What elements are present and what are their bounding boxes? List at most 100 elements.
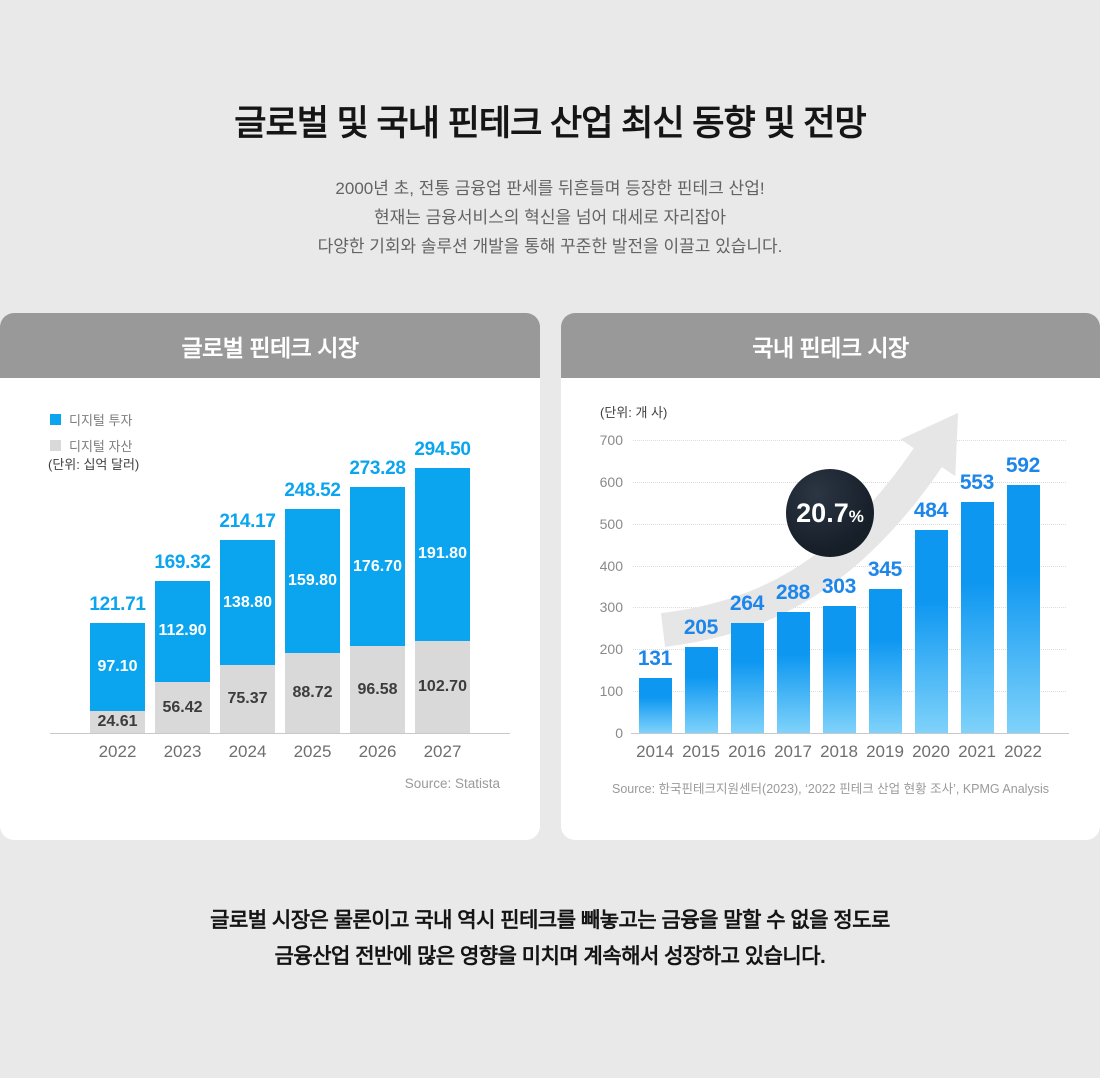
- global-card-title: 글로벌 핀테크 시장: [181, 334, 359, 361]
- y-tick-label-100: 100: [599, 683, 623, 700]
- investment-value-label: 191.80: [418, 545, 467, 563]
- global-year-label: 2027: [423, 742, 462, 761]
- global-card-header: 글로벌 핀테크 시장: [0, 313, 540, 378]
- global-legend: 디지털 투자 디지털 자산: [50, 410, 132, 462]
- investment-value-label: 97.10: [97, 658, 138, 676]
- global-total-label: 121.71: [89, 594, 146, 616]
- subtitle-line-3: 다양한 기회와 솔루션 개발을 통해 꾸준한 발전을 이끌고 있습니다.: [317, 237, 783, 256]
- global-year-label: 2024: [228, 742, 267, 761]
- global-year-label: 2026: [358, 742, 397, 761]
- global-total-label: 273.28: [349, 458, 406, 480]
- domestic-card-header: 국내 핀테크 시장: [561, 313, 1100, 378]
- global-total-label: 214.17: [219, 511, 276, 533]
- legend-swatch-investment: [50, 414, 61, 425]
- domestic-year-label: 2014: [636, 742, 674, 761]
- footer-line-1: 글로벌 시장은 물론이고 국내 역시 핀테크를 빼놓고는 금융을 말할 수 없을…: [210, 909, 890, 932]
- domestic-value-label: 303: [821, 575, 857, 599]
- global-bar-asset-segment: 88.72: [285, 653, 340, 733]
- domestic-bar: [684, 647, 718, 733]
- asset-value-label: 96.58: [357, 680, 398, 698]
- global-bar-asset-segment: 75.37: [220, 665, 275, 733]
- domestic-year-label: 2021: [958, 742, 996, 761]
- global-bar-investment-segment: 138.80: [220, 540, 275, 666]
- domestic-card-title: 국내 핀테크 시장: [752, 334, 909, 361]
- y-tick-label-200: 200: [599, 641, 623, 658]
- global-year-label: 2022: [98, 742, 137, 761]
- legend-swatch-asset: [50, 440, 61, 451]
- subtitle-line-1: 2000년 초, 전통 금융업 판세를 뒤흔들며 등장한 핀테크 산업!: [335, 179, 765, 198]
- legend-label-asset: 디지털 자산: [69, 439, 133, 454]
- global-total-label: 294.50: [414, 438, 471, 460]
- domestic-bar: [730, 622, 764, 733]
- growth-rate-percent-sign: %: [848, 507, 864, 526]
- domestic-fintech-card: 국내 핀테크 시장 (단위: 개 사) 700 600 500 400 300 200 10…: [561, 313, 1100, 840]
- domestic-bar: [868, 588, 902, 733]
- investment-value-label: 138.80: [223, 593, 272, 611]
- y-tick-label-0: 0: [615, 725, 623, 741]
- domestic-source: Source: 한국핀테크지원센터(2023), ‘2022 핀테크 산업 현황…: [612, 782, 1049, 796]
- asset-value-label: 102.70: [418, 677, 467, 695]
- global-bar-investment-segment: 97.10: [90, 623, 145, 711]
- domestic-year-label: 2018: [820, 742, 858, 761]
- legend-label-investment: 디지털 투자: [69, 413, 133, 428]
- y-tick-label-300: 300: [599, 599, 623, 616]
- y-tick-label-500: 500: [599, 515, 623, 532]
- investment-value-label: 159.80: [288, 572, 337, 590]
- growth-rate-badge: 20.7%: [786, 469, 874, 557]
- global-bar-investment-segment: 159.80: [285, 509, 340, 654]
- domestic-bar: [1006, 485, 1040, 733]
- domestic-value-label: 131: [637, 647, 673, 671]
- domestic-year-label: 2022: [1004, 742, 1042, 761]
- growth-arrow-icon: [660, 412, 959, 647]
- asset-value-label: 56.42: [162, 698, 203, 716]
- legend-item-digital-asset: 디지털 자산: [50, 436, 132, 455]
- domestic-value-label: 553: [959, 470, 995, 494]
- footer-line-2: 금융산업 전반에 많은 영향을 미치며 계속해서 성장하고 있습니다.: [274, 945, 826, 968]
- domestic-year-label: 2015: [682, 742, 720, 761]
- global-bar-asset-segment: 56.42: [155, 682, 210, 733]
- domestic-year-label: 2016: [728, 742, 766, 761]
- domestic-value-label: 205: [683, 616, 719, 640]
- growth-rate-value: 20.7: [796, 498, 849, 528]
- asset-value-label: 24.61: [97, 712, 138, 730]
- domestic-bar: [638, 678, 672, 733]
- legend-item-digital-investment: 디지털 투자: [50, 410, 132, 429]
- domestic-year-label: 2020: [912, 742, 950, 761]
- domestic-chart-area: (단위: 개 사) 700 600 500 400 300 200 100 0 131 2014…: [561, 378, 1100, 840]
- global-total-label: 248.52: [284, 480, 341, 502]
- global-source: Source: Statista: [404, 776, 500, 791]
- asset-value-label: 88.72: [292, 684, 333, 702]
- y-tick-label-700: 700: [599, 432, 623, 448]
- gridline-700: [633, 440, 1066, 441]
- domestic-unit-label: (단위: 개 사): [600, 405, 668, 420]
- global-unit-label: (단위: 십억 달러): [48, 457, 140, 472]
- domestic-bar: [822, 606, 856, 733]
- global-x-axis-line: [50, 733, 510, 734]
- y-tick-label-400: 400: [599, 557, 623, 574]
- domestic-bar: [776, 612, 810, 733]
- subtitle-line-2: 현재는 금융서비스의 혁신을 넘어 대세로 자리잡아: [373, 208, 727, 227]
- y-tick-label-600: 600: [599, 473, 623, 490]
- global-bar-investment-segment: 112.90: [155, 580, 210, 683]
- global-bar-asset-segment: 102.70: [415, 640, 470, 733]
- page-title: 글로벌 및 국내 핀테크 산업 최신 동향 및 전망: [234, 104, 866, 143]
- global-bar-asset-segment: 24.61: [90, 710, 145, 733]
- domestic-value-label: 592: [1005, 454, 1041, 478]
- global-chart-area: 디지털 투자 디지털 자산 (단위: 십억 달러) 24.61 97.10 121.…: [0, 378, 540, 840]
- global-bar-investment-segment: 191.80: [415, 467, 470, 641]
- domestic-bar: [914, 530, 948, 733]
- domestic-value-label: 484: [913, 499, 949, 523]
- domestic-year-label: 2017: [774, 742, 812, 761]
- global-bar-investment-segment: 176.70: [350, 487, 405, 647]
- investment-value-label: 112.90: [158, 622, 207, 640]
- asset-value-label: 75.37: [227, 690, 268, 708]
- page-subtitle: 2000년 초, 전통 금융업 판세를 뒤흔들며 등장한 핀테크 산업! 현재는…: [0, 174, 1100, 261]
- domestic-value-label: 288: [775, 581, 811, 605]
- global-bar-asset-segment: 96.58: [350, 646, 405, 733]
- domestic-value-label: 345: [867, 557, 903, 581]
- domestic-x-axis-line: [631, 733, 1069, 734]
- chart-cards-row: 글로벌 핀테크 시장 디지털 투자 디지털 자산 (단위: 십억 달러) 24.…: [0, 313, 1100, 840]
- global-year-label: 2023: [163, 742, 202, 761]
- global-total-label: 169.32: [154, 551, 211, 573]
- domestic-value-label: 264: [729, 591, 765, 615]
